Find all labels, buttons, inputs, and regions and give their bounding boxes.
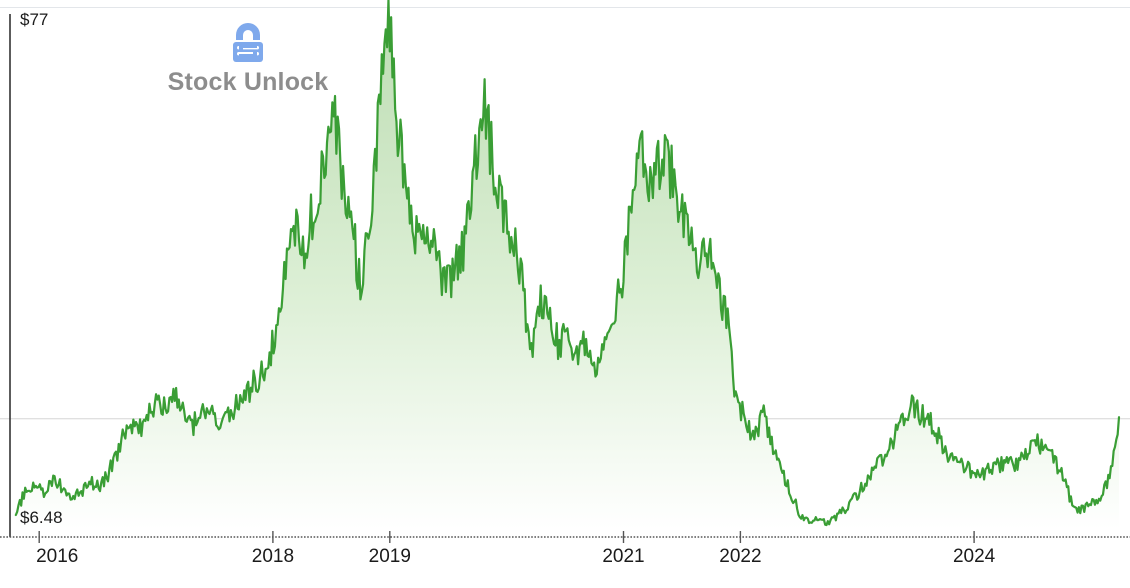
x-axis-tick-label: 2018 [251,546,295,567]
x-axis-tick-label: 2021 [602,546,645,567]
x-axis-ticks [38,531,975,543]
panel-top-divider [0,7,1130,8]
price-line [14,0,1121,527]
x-axis-tick-label: 2016 [36,546,79,567]
y-axis-max-label: $77 [20,10,49,29]
y-axis-min-label: $6.48 [20,508,63,527]
x-axis-tick-label: 2022 [719,546,762,567]
price-area-fill [15,0,1119,529]
x-axis-tick-label: 2019 [368,546,411,567]
x-axis-tick-label: 2024 [952,546,996,567]
